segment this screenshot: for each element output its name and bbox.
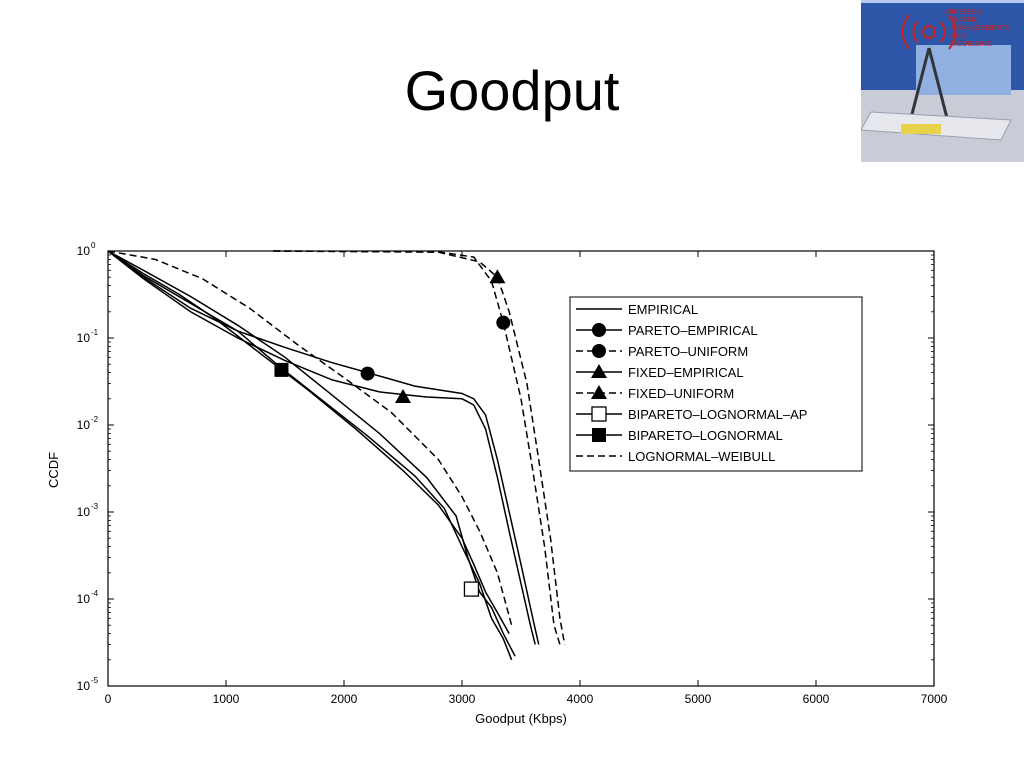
y-tick-exponent: -2 [91, 415, 99, 424]
series-marker-2 [360, 366, 375, 381]
series-line-8 [107, 250, 513, 626]
legend-label: PARETO–EMPIRICAL [628, 323, 758, 338]
legend: EMPIRICAL PARETO–EMPIRICAL PARETO–UNIFORM F… [569, 296, 863, 472]
y-tick-label: 10 [77, 679, 91, 693]
series-markers [274, 269, 511, 597]
logo-line-3: MEASUREMENTS [951, 25, 1010, 32]
legend-marker [591, 364, 607, 378]
y-tick-label: 10 [77, 331, 91, 345]
legend-box [569, 296, 863, 472]
logo: WIRELESS TRAFFIC MEASUREMENTS AND MODELL… [860, 0, 1024, 162]
y-tick-exponent: -4 [91, 589, 99, 598]
y-tick-label: 10 [77, 418, 91, 432]
series-line-1 [107, 250, 510, 634]
legend-marker [592, 428, 606, 442]
x-tick-label: 6000 [803, 692, 830, 706]
legend-label: EMPIRICAL [628, 302, 698, 317]
x-tick-label: 5000 [685, 692, 712, 706]
radio-tower-compass-icon [860, 14, 1012, 141]
series-lines [107, 250, 566, 661]
legend-label: LOGNORMAL–WEIBULL [628, 449, 775, 464]
y-tick-base: 10 [77, 244, 91, 258]
y-tick-exponent: -1 [91, 328, 99, 337]
legend-label: BIPARETO–LOGNORMAL [628, 428, 783, 443]
logo-line-1: WIRELESS [945, 9, 982, 16]
x-tick-label: 0 [105, 692, 112, 706]
y-tick-label: 10 [77, 592, 91, 606]
y-tick-base: 10 [77, 505, 91, 519]
logo-line-2: TRAFFIC [949, 17, 979, 24]
series-marker-5 [489, 269, 506, 284]
legend-label: FIXED–EMPIRICAL [628, 365, 744, 380]
legend-marker [591, 385, 607, 399]
legend-marker [592, 323, 606, 337]
x-axis-label: Goodput (Kbps) [475, 711, 567, 726]
x-tick-label: 4000 [567, 692, 594, 706]
y-tick-base: 10 [77, 592, 91, 606]
x-tick-label: 7000 [921, 692, 948, 706]
x-tick-label: 2000 [331, 692, 358, 706]
legend-label: FIXED–UNIFORM [628, 386, 734, 401]
series-line-2 [107, 250, 540, 645]
series-marker-6 [463, 581, 480, 597]
y-tick-base: 10 [77, 679, 91, 693]
slide-title: Goodput [404, 59, 620, 122]
logo-line-5: MODELLING [951, 41, 992, 48]
legend-label: PARETO–UNIFORM [628, 344, 748, 359]
x-tick-label: 1000 [213, 692, 240, 706]
y-tick-label: 10 [77, 505, 91, 519]
legend-label: BIPARETO–LOGNORMAL–AP [628, 407, 807, 422]
y-tick-exponent: 0 [91, 241, 96, 250]
y-tick-base: 10 [77, 418, 91, 432]
series-marker-4 [395, 388, 411, 403]
y-tick-label: 10 [77, 244, 91, 258]
logo-line-4: AND [951, 33, 966, 40]
series-marker-7 [274, 362, 289, 377]
y-tick-exponent: -3 [91, 502, 99, 511]
series-line-7 [107, 250, 513, 661]
y-tick-exponent: -5 [91, 676, 99, 685]
series-marker-3 [496, 315, 511, 330]
logo-image: WIRELESS TRAFFIC MEASUREMENTS AND MODELL… [860, 0, 1024, 162]
series-line-3 [273, 250, 561, 645]
series-line-6 [107, 250, 516, 657]
y-axis-label: CCDF [46, 452, 61, 488]
series-line-4 [107, 250, 536, 645]
x-tick-label: 3000 [449, 692, 476, 706]
legend-marker [592, 344, 606, 358]
legend-marker [591, 406, 607, 422]
y-tick-base: 10 [77, 331, 91, 345]
